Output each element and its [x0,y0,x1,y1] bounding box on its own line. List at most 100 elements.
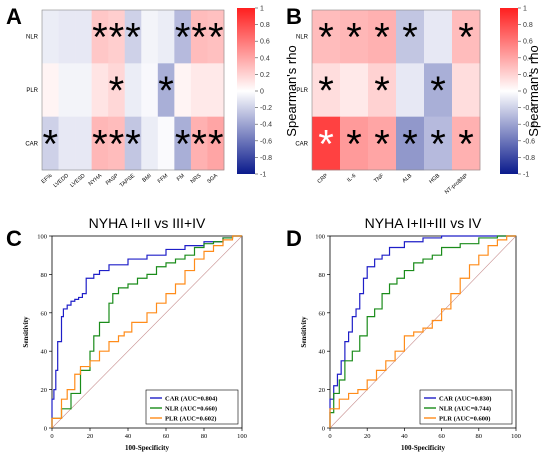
column-label: TAPSE [119,173,137,189]
heatmap-cell [58,10,76,64]
heatmap-cell [424,63,453,117]
plot-frame [51,235,243,429]
colorbar-tick-label: -0.6 [260,138,272,145]
colorbar-tick-label: -0.4 [523,122,535,129]
significance-star: * [458,122,474,166]
colorbar-tick-label: 0.6 [260,39,270,46]
x-tick-label: 60 [163,433,170,440]
heatmap-cell [75,116,92,171]
colorbar-tick-label: 0.2 [523,72,533,79]
column-label: EF% [41,173,54,185]
panel-letter: A [6,4,22,29]
row-label: NLR [26,35,39,41]
colorbar-tick-label: 0 [523,89,527,96]
row-label: PLR [296,88,308,94]
legend-label: PLR (AUC=0.600) [439,416,490,423]
legend-label: CAR (AUC=0.830) [439,396,491,403]
heatmap-cell [190,116,208,171]
significance-star: * [109,122,125,166]
heatmap-cell [157,116,175,171]
roc-panel-C: C NYHA I+II vs III+IV 00 20 20 40 40 60 60 80 80 10… [6,215,247,452]
heatmap-cell [141,63,159,117]
significance-star: * [208,122,224,166]
column-label: HGB [428,173,441,185]
series-line [329,235,516,428]
heatmap-cell [157,63,175,117]
significance-star: * [374,122,390,166]
heatmap-cell [124,10,142,64]
significance-star: * [374,69,390,113]
heatmap-cell [312,10,341,64]
y-tick-label: 100 [315,234,325,241]
significance-star: * [175,122,191,166]
heatmap-cell [174,63,192,117]
panel-letter: D [286,226,302,251]
colorbar-tick-label: -0.8 [260,155,272,162]
column-label: SGA [206,173,219,185]
heatmap-cell [340,10,369,64]
heatmap-cell [42,10,59,64]
heatmap-cell [396,63,425,117]
reference-diagonal [51,235,243,429]
significance-star: * [318,122,334,166]
column-label: CRP [317,173,330,185]
colorbar-tick-label: -0.8 [523,155,535,162]
significance-star: * [430,69,446,113]
significance-star: * [92,122,108,166]
significance-star: * [92,16,108,60]
y-tick-label: 60 [319,310,326,317]
significance-star: * [42,122,58,166]
y-tick-label: 60 [41,310,48,317]
column-label: IL-6 [346,173,357,184]
heatmap-cell [108,63,126,117]
significance-star: * [402,122,418,166]
significance-star: * [318,16,334,60]
heatmap-cell [368,10,397,64]
colorbar-tick-label: 1 [523,6,527,13]
colorbar [237,8,255,174]
heatmap-cell [174,10,192,64]
heatmap-cell [190,63,208,117]
y-axis-label: Sensitivity [300,316,308,348]
colorbar-tick-label: 0.8 [523,22,533,29]
y-tick-label: 0 [44,426,47,433]
heatmap-cell [396,10,425,64]
heatmap-cell [207,63,225,117]
series-line [329,235,516,428]
x-tick-label: 60 [438,433,445,440]
column-label: NYHA [88,173,104,188]
plot-frame [329,235,517,429]
chart-title: NYHA I+II vs III+IV [89,215,206,231]
row-label: CAR [295,141,308,147]
series-line [51,235,242,428]
significance-star: * [430,122,446,166]
significance-star: * [158,69,174,113]
heatmap-cell [312,63,341,117]
x-tick-label: 0 [328,433,331,440]
heatmap-cell [207,10,225,64]
colorbar-label: Spearman's rho [284,45,299,136]
colorbar-tick-label: 0.2 [260,72,270,79]
significance-star: * [125,122,141,166]
heatmap-cell [368,116,397,171]
heatmap-cell [58,116,76,171]
x-tick-label: 0 [50,433,53,440]
x-tick-label: 100 [237,433,247,440]
x-tick-label: 80 [201,433,208,440]
column-label: NT-proBNP [444,173,470,196]
y-tick-label: 80 [41,272,48,279]
significance-star: * [402,16,418,60]
row-label: NLR [296,35,309,41]
significance-star: * [374,16,390,60]
panel-letter: C [6,226,22,251]
x-tick-label: 20 [364,433,371,440]
series-line [51,235,242,428]
roc-panel-D: D NYHA I+II+III vs IV 00 20 20 40 40 60 60 80 80 10… [286,215,521,452]
x-axis-label: 100-Specificity [401,444,445,452]
row-label: PLR [26,88,38,94]
heatmap-frame [311,9,481,171]
colorbar-tick-label: -0.4 [260,122,272,129]
significance-star: * [191,16,207,60]
significance-star: * [346,16,362,60]
